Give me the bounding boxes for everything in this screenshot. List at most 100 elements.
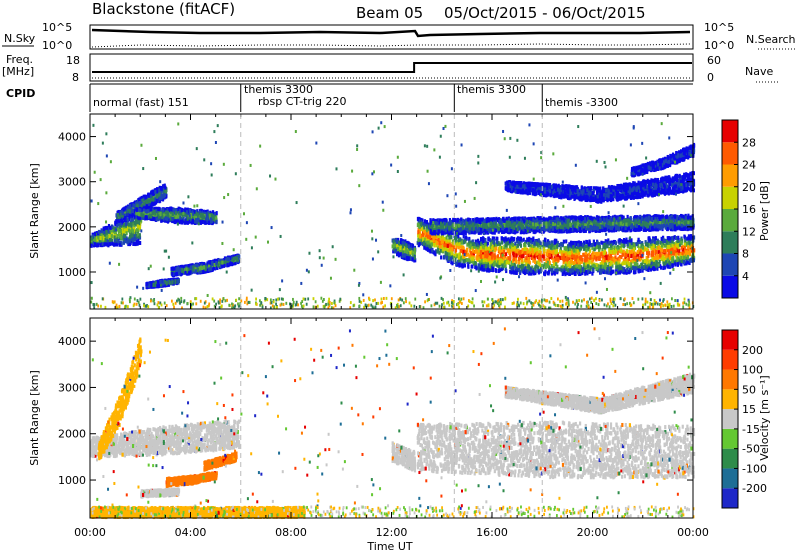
data-cell [117,210,120,215]
data-cell [113,229,116,234]
data-cell [144,194,148,199]
data-cell [411,257,414,262]
data-cell [496,254,500,259]
data-cell [137,236,140,241]
data-cell [482,254,485,259]
data-cell [230,262,234,267]
data-cell [144,203,147,208]
data-cell [110,234,113,239]
data-cell [446,243,449,248]
data-cell [109,225,112,230]
data-cell [458,242,461,247]
data-cell [200,266,204,271]
data-cell [149,216,152,221]
data-cell [123,228,126,233]
data-cell [185,212,188,217]
data-cell [151,210,154,215]
data-cell [144,215,148,220]
data-cell [217,258,220,263]
data-cell [688,240,691,245]
data-cell [204,217,208,222]
data-cell [451,261,454,266]
data-cell [98,233,101,238]
data-cell [185,267,188,272]
data-cell [195,219,198,224]
data-cell [668,255,671,260]
data-cell [438,250,441,255]
data-cell [211,221,214,226]
data-cell [166,216,169,221]
nsky-panel: N.Sky 10^5 10^0 10^5 10^0 N.Search [2,21,796,52]
data-cell [166,211,170,216]
data-cell [554,244,557,249]
data-cell [113,238,117,243]
data-cell [475,241,478,246]
data-cell [517,256,521,261]
data-cell [127,218,130,223]
data-cell [179,208,182,213]
data-cell [660,265,663,270]
data-cell [207,220,210,225]
data-cell [175,213,179,218]
data-cell [120,213,123,218]
data-cell [165,281,168,286]
data-cell [106,239,109,244]
data-cell [129,238,132,243]
data-cell [122,215,125,220]
freq-panel: Freq. [MHz] 18 8 60 0 Nave [2,53,778,84]
data-cell [507,256,510,261]
data-cell [140,195,143,200]
data-cell [498,245,501,250]
data-cell [193,209,196,214]
data-cell [113,227,116,232]
data-cell [171,280,174,285]
data-cell [683,234,686,239]
data-cell [208,261,211,266]
data-cell [199,220,203,225]
data-cell [500,236,503,241]
data-cell [621,253,624,258]
data-cell [448,242,451,247]
data-cell [537,270,541,275]
data-cell [126,227,129,232]
data-cell [139,211,142,216]
data-cell [161,188,164,193]
data-cell [177,280,180,285]
data-cell [529,247,532,252]
data-cell [125,210,128,215]
data-cell [192,267,195,272]
data-cell [203,269,206,274]
data-cell [179,210,182,215]
data-cell [132,241,135,246]
data-cell [180,271,183,276]
data-cell [441,235,444,240]
data-cell [160,217,163,222]
data-cell [181,212,184,217]
data-cell [536,251,539,256]
data-cell [125,231,128,236]
data-cell [508,238,512,243]
data-cell [188,208,191,213]
data-cell [573,261,576,266]
data-cell [134,230,137,235]
data-cell [233,261,237,266]
data-cell [550,263,553,268]
data-cell [179,267,182,272]
nsky-tick-bottom: 10^0 [42,39,72,52]
data-cell [139,220,142,225]
data-cell [140,203,143,208]
data-cell [211,267,214,272]
data-cell [525,255,528,260]
data-cell [162,215,165,220]
data-cell [185,218,188,223]
data-cell [118,236,121,241]
data-cell [136,224,139,229]
data-cell [133,236,136,241]
data-cell [553,271,556,276]
data-cell [121,231,125,236]
data-cell [563,270,566,275]
data-cell [147,204,151,209]
data-cell [112,234,115,239]
